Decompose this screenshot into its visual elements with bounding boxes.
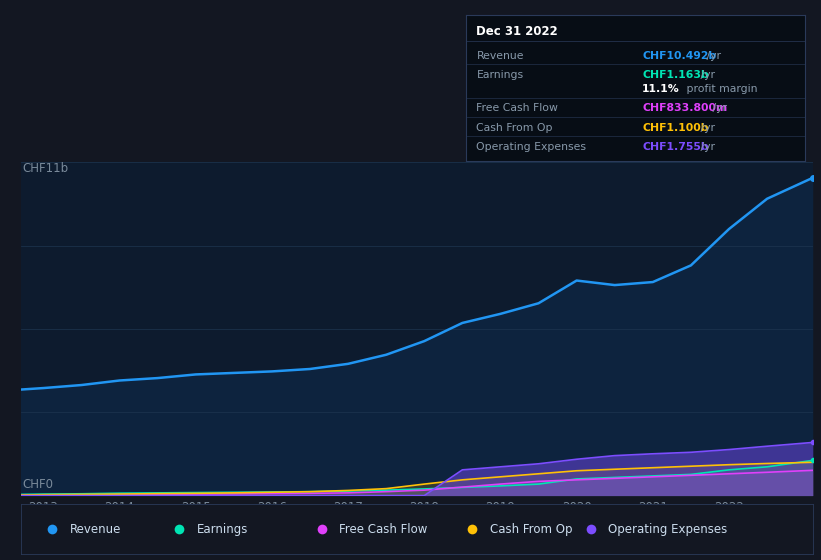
Text: 11.1%: 11.1%: [642, 85, 680, 95]
Text: Dec 31 2022: Dec 31 2022: [476, 25, 558, 38]
Text: Earnings: Earnings: [476, 69, 524, 80]
Text: CHF1.755b: CHF1.755b: [642, 142, 709, 152]
Text: CHF1.163b: CHF1.163b: [642, 69, 709, 80]
Text: Cash From Op: Cash From Op: [476, 123, 553, 133]
Text: /yr: /yr: [709, 104, 727, 114]
Text: Free Cash Flow: Free Cash Flow: [339, 522, 428, 536]
Text: Operating Expenses: Operating Expenses: [476, 142, 586, 152]
Text: /yr: /yr: [697, 69, 715, 80]
Text: CHF833.800m: CHF833.800m: [642, 104, 727, 114]
Text: Earnings: Earnings: [196, 522, 248, 536]
Text: Free Cash Flow: Free Cash Flow: [476, 104, 558, 114]
Text: Revenue: Revenue: [476, 50, 524, 60]
Text: /yr: /yr: [697, 142, 715, 152]
Text: /yr: /yr: [703, 50, 721, 60]
Text: profit margin: profit margin: [683, 85, 757, 95]
Text: Operating Expenses: Operating Expenses: [608, 522, 727, 536]
Text: CHF10.492b: CHF10.492b: [642, 50, 717, 60]
Text: Cash From Op: Cash From Op: [489, 522, 572, 536]
Text: Revenue: Revenue: [70, 522, 121, 536]
Text: CHF0: CHF0: [22, 478, 53, 491]
Text: CHF11b: CHF11b: [22, 162, 68, 175]
Text: /yr: /yr: [697, 123, 715, 133]
Text: CHF1.100b: CHF1.100b: [642, 123, 709, 133]
